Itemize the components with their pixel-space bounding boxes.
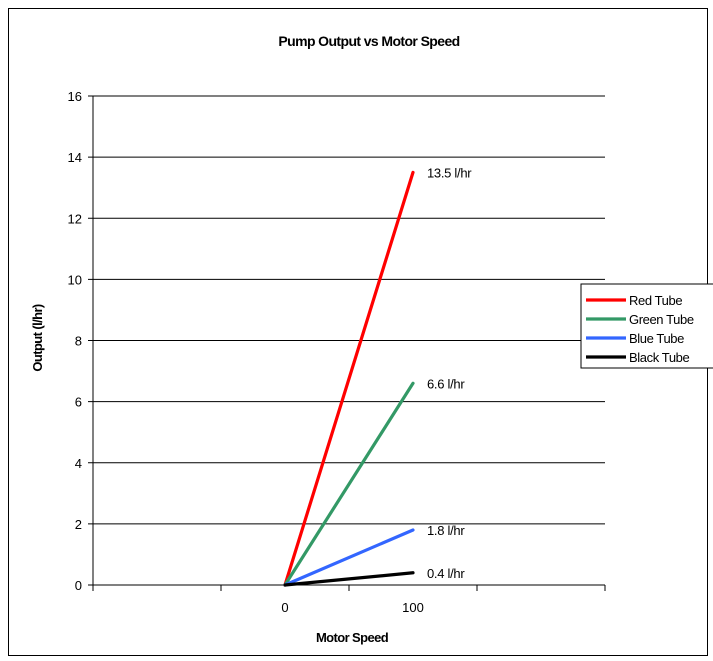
x-tick-labels: 0 100 [281,600,423,615]
data-label: 0.4 l/hr [427,566,465,581]
legend-label: Black Tube [629,350,689,365]
y-tick-label: 12 [68,211,82,226]
series-line [283,528,415,587]
legend-label: Green Tube [629,312,694,327]
y-tick-label: 8 [75,334,82,349]
gridlines [93,95,605,525]
x-tick-label: 100 [402,600,424,615]
chart-title: Pump Output vs Motor Speed [278,33,459,49]
y-tick-label: 14 [68,150,82,165]
data-label: 13.5 l/hr [427,165,472,180]
y-tick-label: 2 [75,517,82,532]
series-line [283,170,415,587]
y-tick-label: 10 [68,272,82,287]
y-axis-title: Output (l/hr) [30,304,45,372]
series-line [283,571,415,587]
data-label: 1.8 l/hr [427,523,465,538]
series-line [283,381,415,587]
legend: Red Tube Green Tube Blue Tube Black Tube [580,283,713,369]
data-label: 6.6 l/hr [427,376,465,391]
y-tick-label: 6 [75,395,82,410]
y-tick-label: 0 [75,578,82,593]
y-tick-label: 4 [75,456,82,471]
y-tick-labels: 0 2 4 6 8 10 12 14 16 [68,89,82,593]
legend-label: Blue Tube [629,331,684,346]
axes [88,95,606,591]
legend-box [580,283,713,369]
y-tick-label: 16 [68,89,82,104]
x-tick-label: 0 [281,600,288,615]
data-labels: 13.5 l/hr 6.6 l/hr 1.8 l/hr 0.4 l/hr [427,165,473,581]
legend-label: Red Tube [629,293,682,308]
series-lines [283,170,415,587]
x-axis-title: Motor Speed [316,630,389,645]
